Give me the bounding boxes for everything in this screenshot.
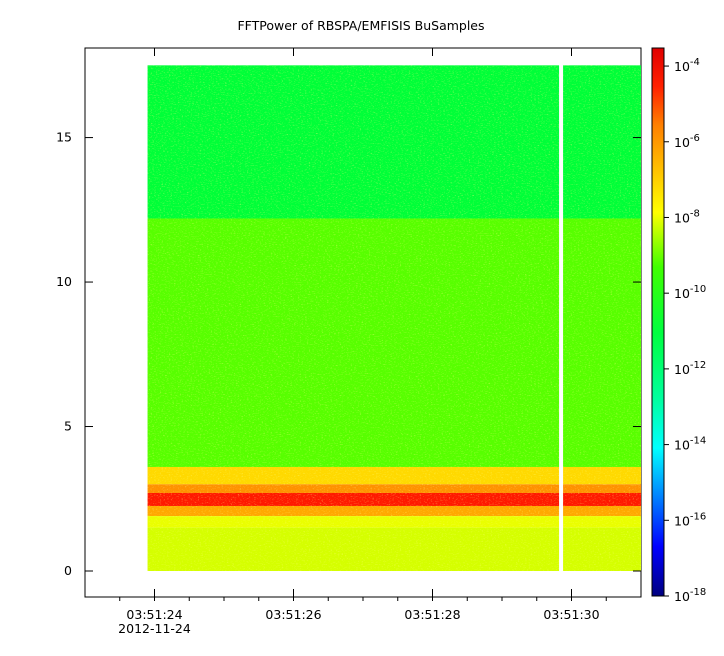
x-tick-label: 03:51:30 <box>543 607 599 622</box>
colorbar-tick-label: 10-14 <box>674 436 706 453</box>
colorbar-tick-label: 10-10 <box>674 284 706 301</box>
y-tick-label: 0 <box>64 563 72 578</box>
y-tick-label: 10 <box>56 274 72 289</box>
x-tick-label: 03:51:26 <box>265 607 321 622</box>
x-tick-date-label: 2012-11-24 <box>118 621 191 636</box>
heatmap-image <box>147 64 642 572</box>
colorbar-tick-label: 10-12 <box>674 360 706 377</box>
colorbar-tick-label: 10-18 <box>674 587 706 604</box>
x-tick-label: 03:51:28 <box>404 607 460 622</box>
colorbar-tick-label: 10-16 <box>674 511 706 528</box>
x-tick-label: 03:51:24 <box>126 607 182 622</box>
colorbar-tick-label: 10-4 <box>674 57 700 74</box>
y-tick-label: 15 <box>56 130 72 145</box>
heatmap-texture <box>147 65 642 571</box>
chart-title: FFTPower of RBSPA/EMFISIS BuSamples <box>237 18 484 33</box>
colorbar-tick-label: 10-6 <box>674 133 700 150</box>
colorbar-axis: 10-4 10-6 10-8 10-10 10-12 10-14 10-16 10-18 <box>664 57 706 604</box>
colorbar-tick-label: 10-8 <box>674 208 700 225</box>
colorbar <box>651 47 665 597</box>
data-gap <box>559 64 564 572</box>
y-tick-label: 5 <box>64 419 72 434</box>
y-axis: 0 5 10 15 <box>56 130 641 578</box>
